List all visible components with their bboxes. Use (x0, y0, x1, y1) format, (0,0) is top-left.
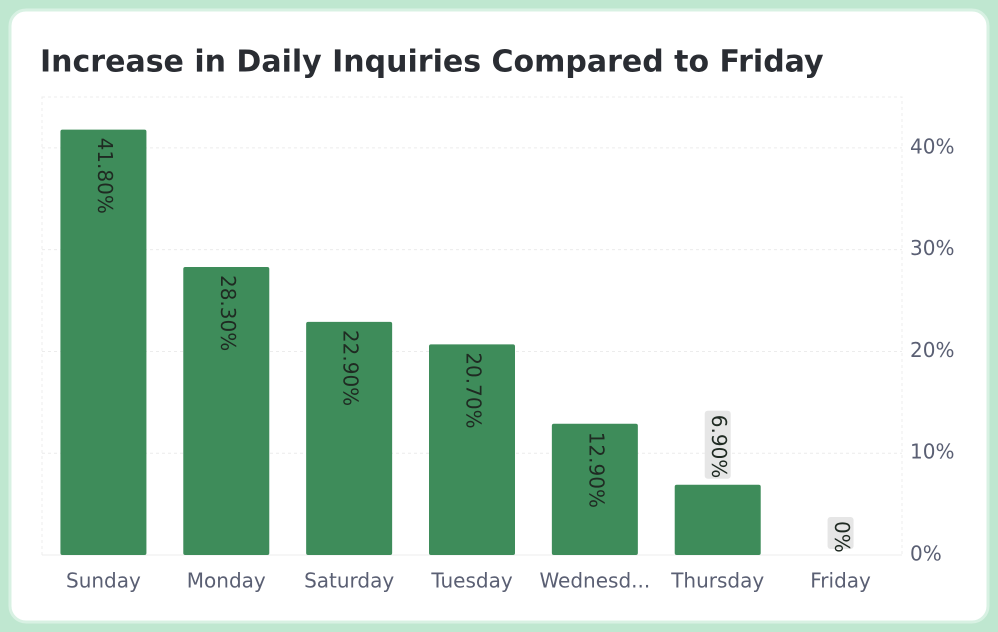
x-tick-label: Monday (187, 569, 266, 593)
bar (60, 129, 147, 555)
value-label-bg (827, 517, 854, 549)
x-tick-label: Saturday (304, 569, 394, 593)
value-label: 20.70% (462, 352, 486, 428)
x-tick-label: Tuesday (430, 569, 513, 593)
x-tick-label: Friday (810, 569, 871, 593)
bar (306, 321, 393, 555)
bar (674, 484, 761, 555)
y-tick-label: 20% (910, 338, 954, 362)
value-label: 28.30% (216, 275, 240, 351)
y-tick-label: 10% (910, 440, 954, 464)
x-tick-label: Sunday (66, 569, 141, 593)
x-tick-label: Thursday (670, 569, 764, 593)
value-label: 0% (830, 521, 854, 553)
value-label: 22.90% (339, 330, 363, 406)
y-tick-label: 30% (910, 236, 954, 260)
bar (551, 423, 638, 555)
value-label-bg (704, 410, 731, 479)
y-tick-label: 0% (910, 542, 942, 566)
y-tick-label: 40% (910, 134, 954, 158)
bar (429, 344, 515, 555)
value-label: 12.90% (584, 432, 608, 508)
chart-title: Increase in Daily Inquiries Compared to … (40, 45, 824, 80)
x-tick-label: Wednesd... (539, 569, 650, 593)
value-label: 6.90% (707, 415, 731, 479)
value-label: 41.80% (93, 138, 117, 214)
bar (183, 266, 270, 555)
